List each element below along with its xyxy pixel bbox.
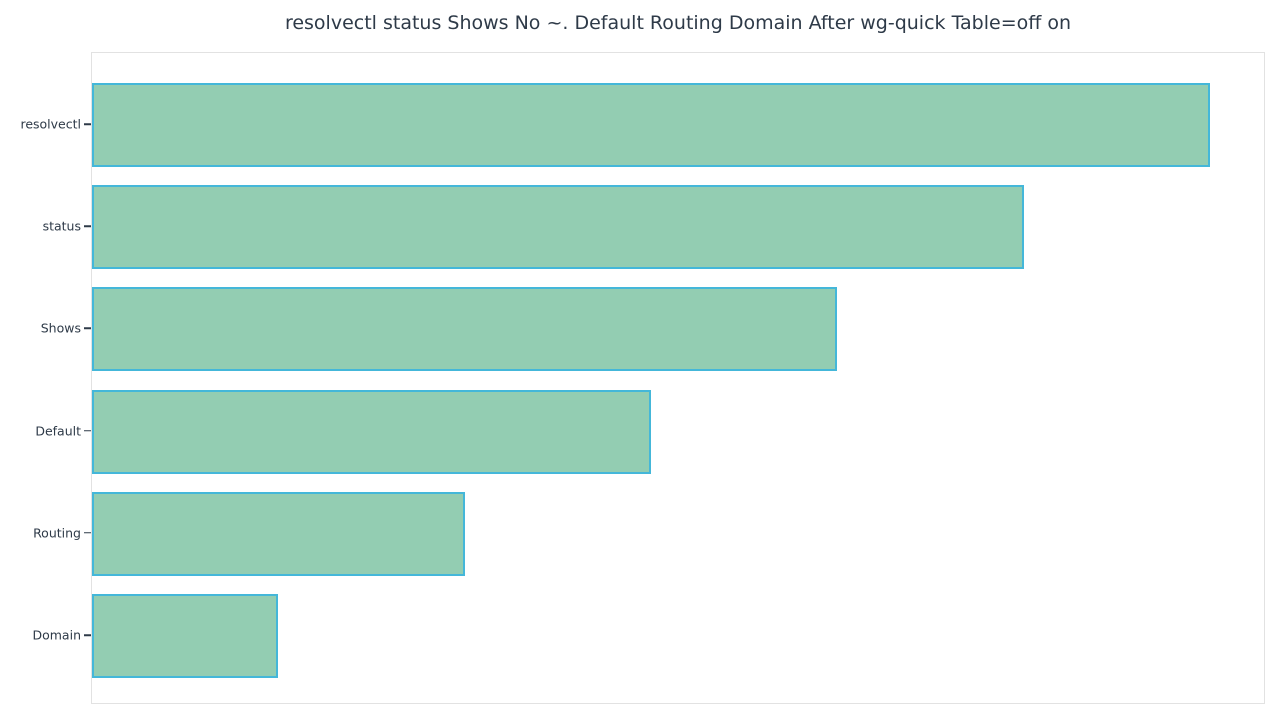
y-tick-label-shows: Shows [40,320,81,336]
y-tick-mark [84,634,91,636]
bar-domain [92,594,279,678]
bar-routing [92,491,465,576]
y-tick-mark [84,429,91,432]
y-tick-label-resolvectl: resolvectl [20,116,81,132]
bar-shows [92,287,838,372]
chart-title: resolvectl status Shows No ~. Default Ro… [284,12,1072,34]
y-tick-label-default: Default [35,423,81,439]
plot-area [91,52,1265,704]
bar-resolvectl [92,83,1210,167]
y-tick-label-status: status [42,218,81,234]
y-tick-mark [84,327,91,330]
y-tick-mark [84,225,91,227]
bar-default [92,389,651,474]
y-tick-label-routing: Routing [33,525,81,541]
bar-status [92,185,1024,270]
y-tick-mark [84,532,91,534]
y-tick-mark [84,123,91,125]
y-tick-label-domain: Domain [32,627,81,643]
